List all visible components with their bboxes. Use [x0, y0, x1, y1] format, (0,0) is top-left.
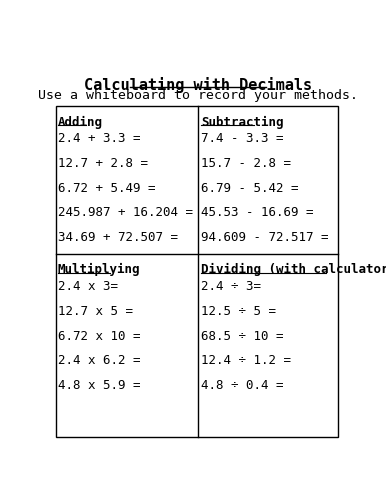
Text: 6.79 - 5.42 =: 6.79 - 5.42 = — [201, 182, 298, 194]
Text: 6.72 x 10 =: 6.72 x 10 = — [58, 330, 140, 342]
Text: 2.4 x 6.2 =: 2.4 x 6.2 = — [58, 354, 140, 367]
Text: 12.7 + 2.8 =: 12.7 + 2.8 = — [58, 157, 147, 170]
Text: Multiplying: Multiplying — [58, 264, 140, 276]
Text: 2.4 ÷ 3=: 2.4 ÷ 3= — [201, 280, 261, 293]
Text: 12.5 ÷ 5 =: 12.5 ÷ 5 = — [201, 305, 276, 318]
Text: 2.4 x 3=: 2.4 x 3= — [58, 280, 118, 293]
Text: Use a whiteboard to record your methods.: Use a whiteboard to record your methods. — [38, 90, 358, 102]
Text: 45.53 - 16.69 =: 45.53 - 16.69 = — [201, 206, 313, 220]
Text: 2.4 + 3.3 =: 2.4 + 3.3 = — [58, 132, 140, 145]
Text: 34.69 + 72.507 =: 34.69 + 72.507 = — [58, 231, 178, 244]
Text: 12.7 x 5 =: 12.7 x 5 = — [58, 305, 132, 318]
Text: 68.5 ÷ 10 =: 68.5 ÷ 10 = — [201, 330, 283, 342]
Text: 6.72 + 5.49 =: 6.72 + 5.49 = — [58, 182, 155, 194]
Text: Adding: Adding — [58, 116, 103, 128]
Text: 4.8 ÷ 0.4 =: 4.8 ÷ 0.4 = — [201, 379, 283, 392]
Text: 12.4 ÷ 1.2 =: 12.4 ÷ 1.2 = — [201, 354, 291, 367]
Text: Calculating with Decimals: Calculating with Decimals — [84, 77, 312, 93]
Text: 15.7 - 2.8 =: 15.7 - 2.8 = — [201, 157, 291, 170]
Text: 7.4 - 3.3 =: 7.4 - 3.3 = — [201, 132, 283, 145]
Text: Subtracting: Subtracting — [201, 116, 283, 128]
Text: 94.609 - 72.517 =: 94.609 - 72.517 = — [201, 231, 328, 244]
Text: 4.8 x 5.9 =: 4.8 x 5.9 = — [58, 379, 140, 392]
Text: 245.987 + 16.204 =: 245.987 + 16.204 = — [58, 206, 193, 220]
Text: Dividing (with calculator): Dividing (with calculator) — [201, 264, 386, 276]
